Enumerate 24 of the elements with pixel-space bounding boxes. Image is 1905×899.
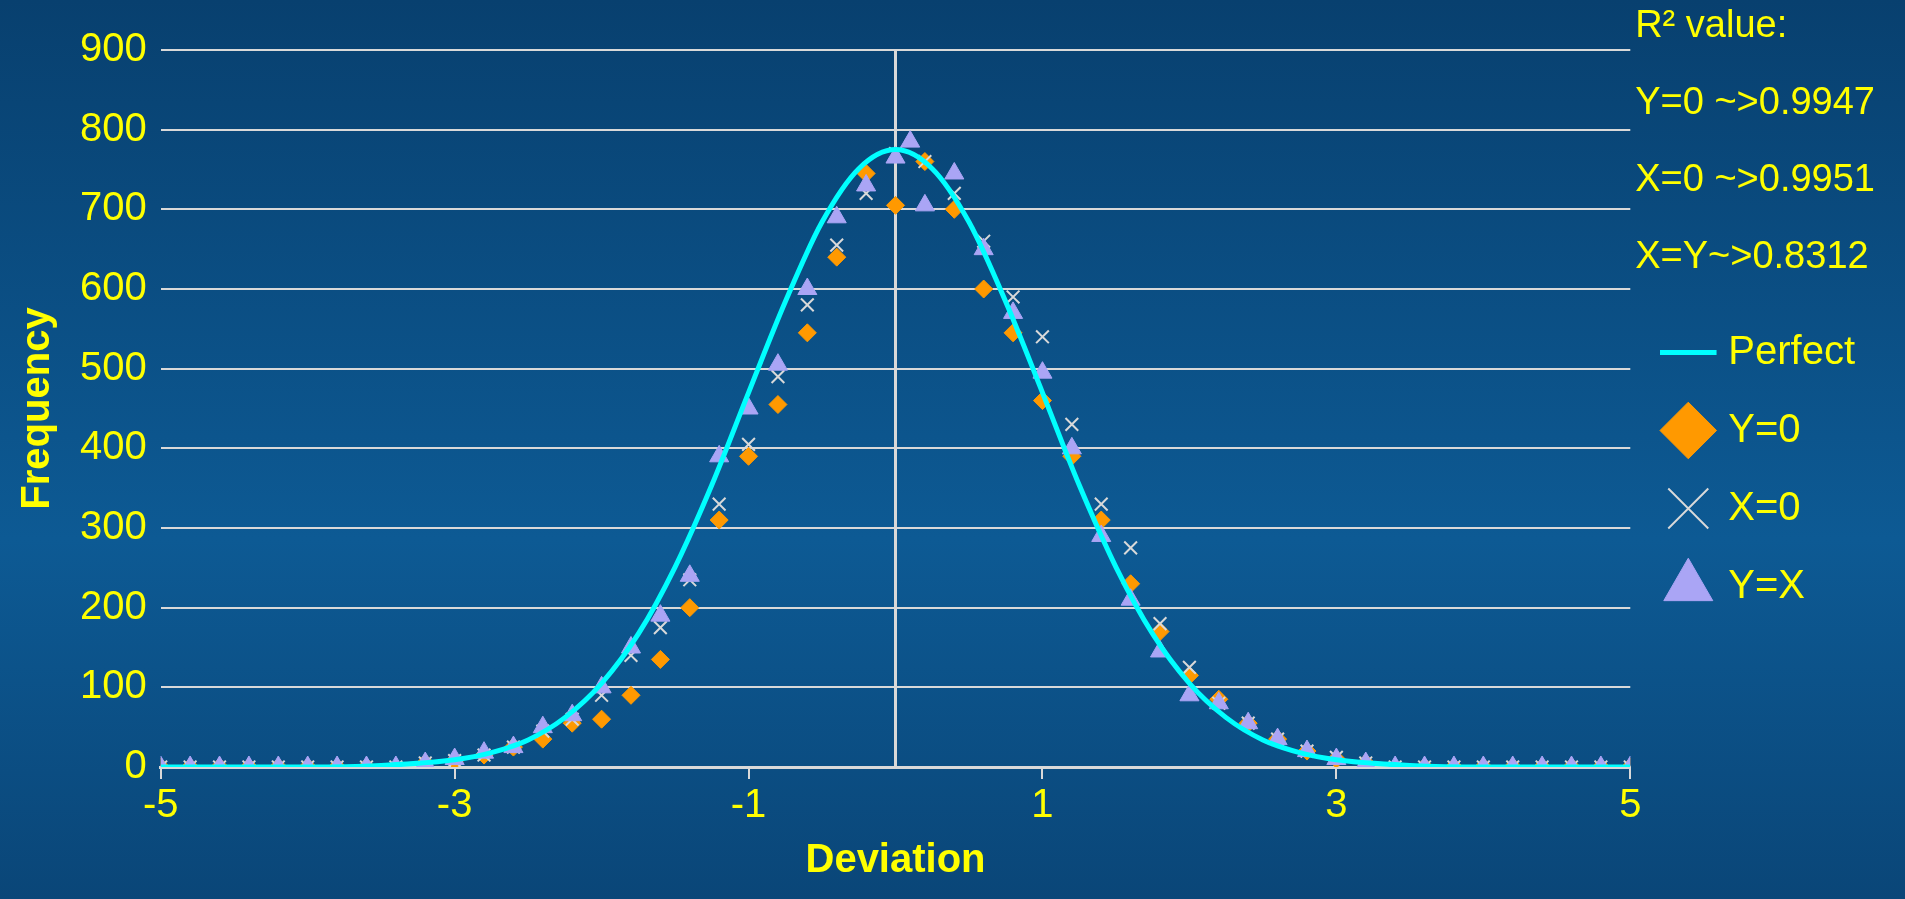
text: X=Y~>0.8312 bbox=[1635, 233, 1870, 278]
y-axis-title: Frequency bbox=[13, 306, 58, 510]
legend-label: Y=0 bbox=[1728, 405, 1801, 450]
y-tick-label: 600 bbox=[79, 264, 147, 309]
y-tick-label: 100 bbox=[79, 662, 147, 707]
text: R² value: bbox=[1635, 2, 1789, 47]
y-tick-label: 200 bbox=[79, 582, 147, 627]
legend-label: Y=X bbox=[1728, 561, 1805, 606]
y-tick-label: 300 bbox=[79, 503, 147, 548]
y-tick-label: 700 bbox=[79, 184, 147, 229]
x-tick-label: 5 bbox=[1619, 781, 1642, 826]
x-tick-label: 3 bbox=[1325, 781, 1348, 826]
y-tick-label: 900 bbox=[79, 25, 147, 70]
x-axis-title: Deviation bbox=[805, 836, 986, 881]
legend-label: X=0 bbox=[1728, 483, 1801, 528]
text: Y=0 ~>0.9947 bbox=[1635, 79, 1875, 124]
text: X=0 ~>0.9951 bbox=[1635, 156, 1875, 201]
x-tick-label: -1 bbox=[730, 781, 767, 826]
y-tick-label: 500 bbox=[79, 343, 147, 388]
x-tick-label: -3 bbox=[436, 781, 473, 826]
y-tick-label: 400 bbox=[79, 423, 147, 468]
legend-label: Perfect bbox=[1728, 327, 1855, 372]
y-tick-label: 800 bbox=[79, 104, 147, 149]
x-tick-label: 1 bbox=[1031, 781, 1054, 826]
